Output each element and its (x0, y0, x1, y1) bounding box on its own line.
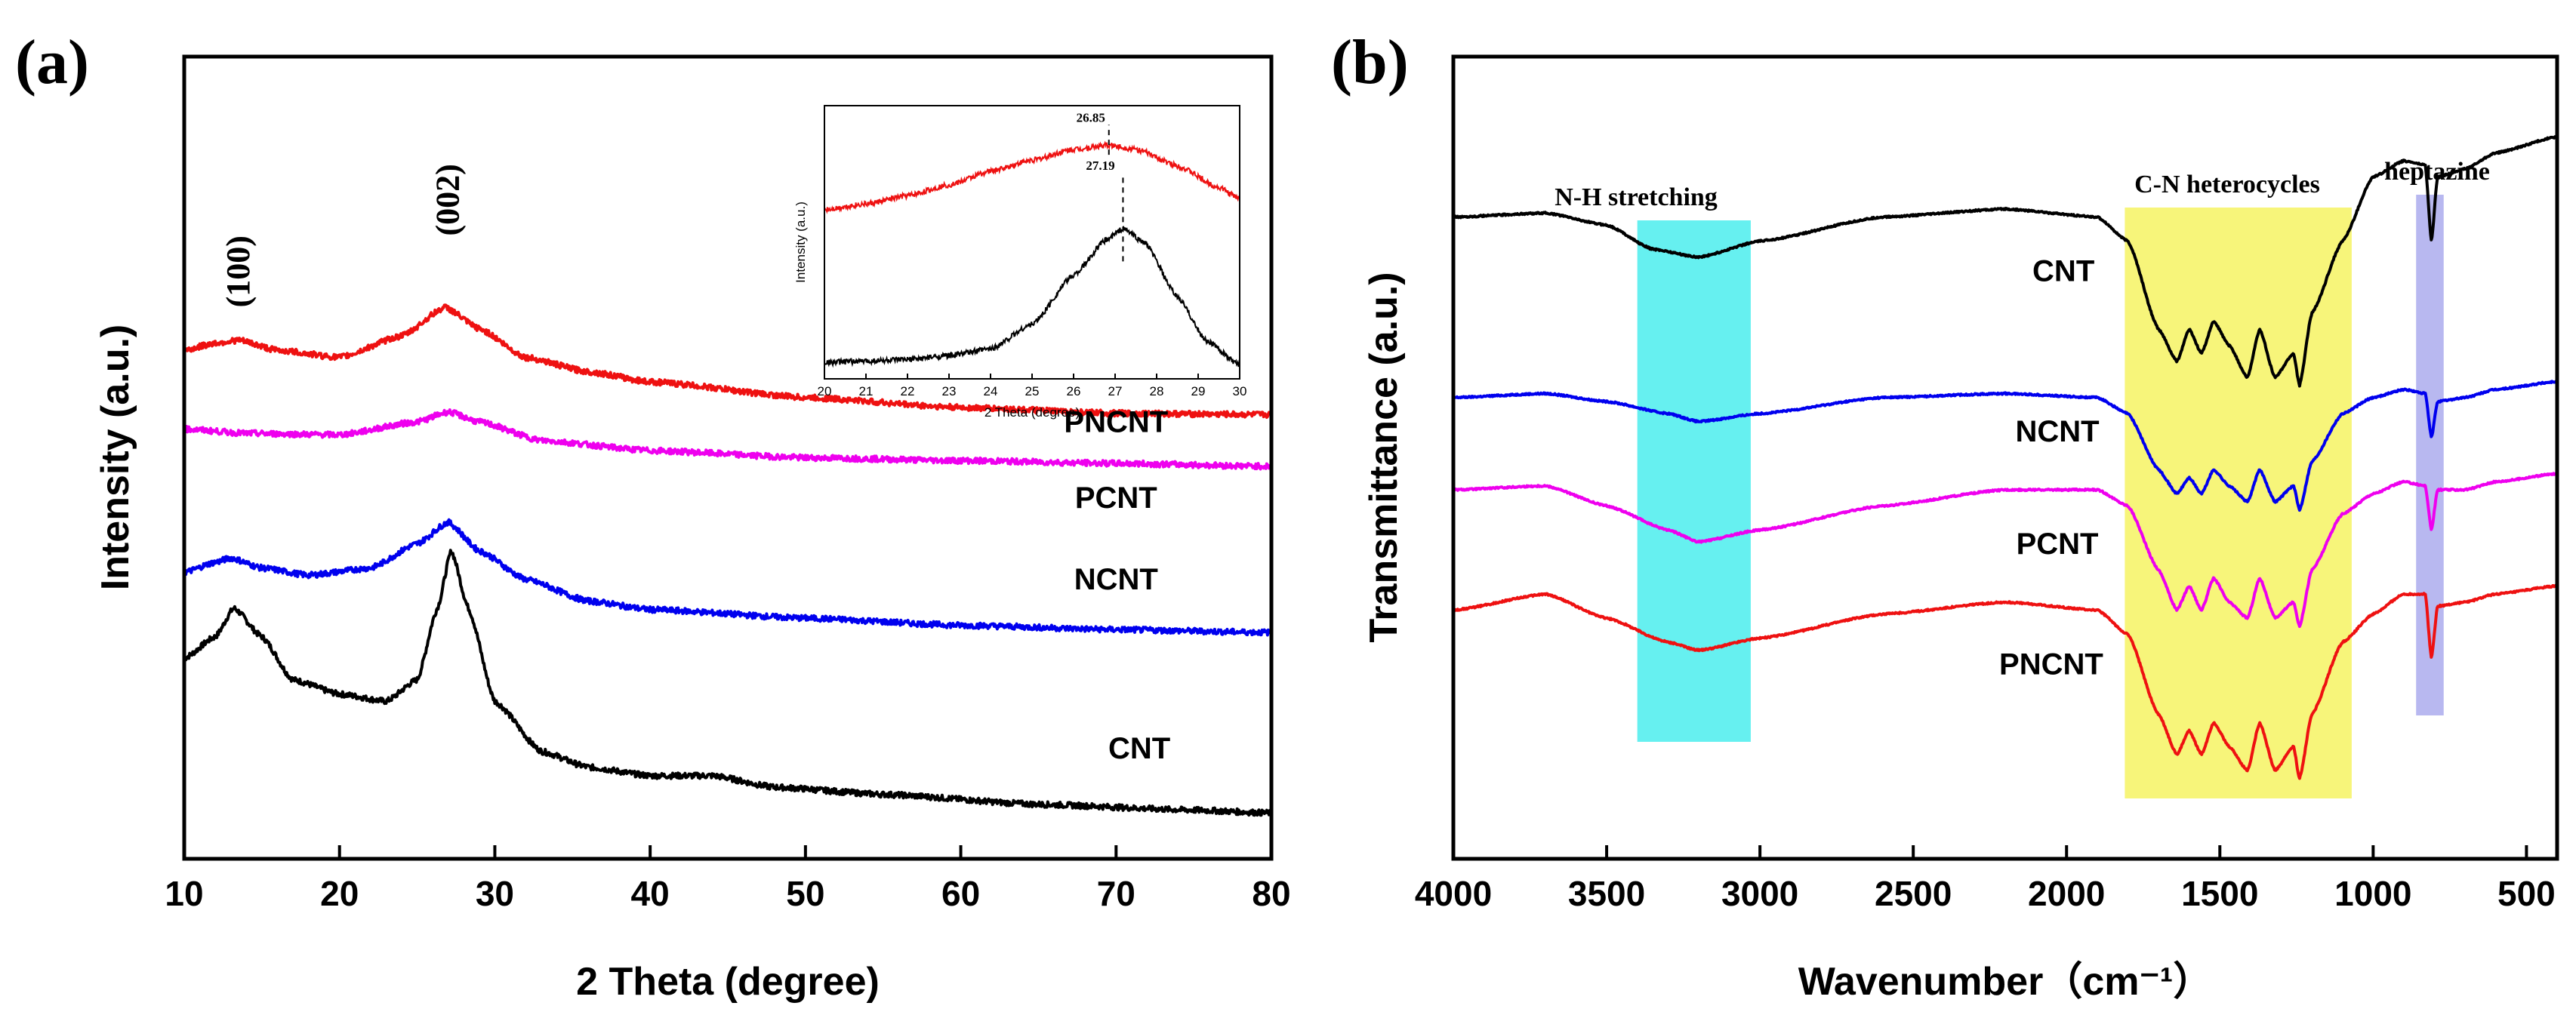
panel-a-label: (a) (15, 27, 89, 97)
panel-a-peak-annotation: (002) (430, 164, 467, 235)
panel-a-x-ticks: 10 20 30 40 50 60 70 80 (165, 845, 1291, 913)
panel-b-series-labels: CNT NCNT PCNT PNCNT (1999, 255, 2103, 681)
inset-x-tick-label: 27 (1108, 384, 1123, 398)
inset-peak-annotation: 26.85 (1077, 111, 1105, 125)
inset-x-tick-label: 23 (942, 384, 957, 398)
panel-a-series-label: PNCNT (1064, 405, 1168, 438)
panel-b-plot-frame (1451, 54, 2559, 861)
panel-a-x-tick-label: 50 (786, 874, 824, 913)
panel-a-x-tick-label: 60 (941, 874, 980, 913)
inset-x-tick-label: 24 (984, 384, 998, 398)
panel-b-series-label: PNCNT (1999, 648, 2103, 681)
inset-peak-annotation: 27.19 (1086, 158, 1114, 173)
panel-b-band-label: C-N heterocycles (2134, 171, 2320, 198)
panel-b-x-tick-label: 3500 (1568, 874, 1645, 913)
panel-a-plot-frame (182, 54, 1274, 861)
panel-a-inset: 20 21 22 23 24 25 26 27 28 29 30 26.85 27.19 2 Thet… (793, 105, 1247, 420)
panel-a-peak-annotation: (100) (220, 235, 257, 307)
inset-x-tick-label: 22 (901, 384, 915, 398)
inset-x-ticks: 20 21 22 23 24 25 26 27 28 29 30 (818, 374, 1247, 398)
inset-x-axis-title: 2 Theta (degree) (984, 405, 1080, 420)
panel-a-x-tick-label: 20 (320, 874, 359, 913)
panel-b-x-tick-label: 4000 (1415, 874, 1492, 913)
panel-b-series-label: PCNT (2017, 528, 2099, 561)
inset-x-tick-label: 28 (1150, 384, 1164, 398)
panel-a-y-axis-title: Intensity (a.u.) (94, 325, 137, 590)
inset-plot-frame (824, 105, 1240, 380)
panel-a-series-label: NCNT (1074, 563, 1158, 596)
inset-series-red (824, 140, 1240, 214)
panel-b-x-tick-label: 500 (2497, 874, 2556, 913)
panel-a-series-group (183, 303, 1273, 817)
panel-b-x-tick-label: 2000 (2028, 874, 2105, 913)
inset-x-tick-label: 26 (1067, 384, 1081, 398)
inset-series-group (824, 140, 1240, 368)
panel-b-series-cnt (1452, 134, 2558, 388)
panel-b-x-tick-label: 2500 (1875, 874, 1952, 913)
panel-a: (a) 10 20 30 40 50 60 70 80 (100) (002) PNCNT PCN… (15, 27, 1291, 1004)
inset-x-tick-label: 30 (1233, 384, 1247, 398)
inset-x-tick-label: 20 (818, 384, 832, 398)
panel-b-series-group (1452, 134, 2559, 780)
panel-b-y-axis-title: Transmittance (a.u.) (1362, 272, 1406, 642)
panel-b-x-ticks: 4000 3500 3000 2500 2000 1500 1000 500 (1415, 845, 2556, 913)
panel-b-bands: N-H stretching C-N heterocycles heptazine (1555, 158, 2490, 798)
inset-peak-annotations: 26.85 27.19 (1077, 111, 1124, 262)
panel-b-series-ncnt (1452, 379, 2559, 512)
panel-a-series-label: PCNT (1075, 481, 1157, 515)
panel-a-series-labels: PNCNT PCNT NCNT CNT (1064, 405, 1170, 765)
panel-a-series-ncnt (183, 518, 1273, 637)
panel-b-label: (b) (1331, 27, 1409, 97)
panel-a-x-axis-title: 2 Theta (degree) (576, 960, 880, 1004)
inset-x-tick-label: 21 (859, 384, 874, 398)
inset-series-black (824, 226, 1240, 368)
inset-x-tick-label: 25 (1025, 384, 1040, 398)
panel-b-x-tick-label: 1500 (2181, 874, 2258, 913)
panel-b-x-tick-label: 3000 (1721, 874, 1798, 913)
panel-b-series-label: NCNT (2015, 415, 2099, 448)
panel-b-x-axis-title: Wavenumber（cm⁻¹） (1798, 960, 2213, 1004)
panel-a-x-tick-label: 40 (631, 874, 670, 913)
panel-a-x-tick-label: 80 (1252, 874, 1290, 913)
panel-b-band-0 (1637, 220, 1751, 742)
panel-a-peak-annotations: (100) (002) (220, 164, 467, 307)
inset-y-axis-title: Intensity (a.u.) (793, 201, 808, 283)
panel-b-x-tick-label: 1000 (2334, 874, 2411, 913)
panel-b-band-1 (2125, 208, 2352, 798)
panel-a-series-pcnt (183, 303, 1272, 419)
panel-a-x-tick-label: 70 (1097, 874, 1135, 913)
panel-a-x-tick-label: 10 (165, 874, 203, 913)
panel-a-series-label: CNT (1108, 732, 1170, 765)
panel-b-series-pncnt (1452, 583, 2559, 780)
inset-x-tick-label: 29 (1191, 384, 1206, 398)
panel-a-x-tick-label: 30 (476, 874, 514, 913)
panel-a-series-cnt (183, 549, 1273, 817)
panel-b: (b) N-H stretching C-N heterocycles heptaz… (1331, 27, 2559, 1004)
panel-b-series-pcnt (1452, 471, 2559, 629)
panel-a-series-pncnt (183, 408, 1273, 471)
panel-b-band-label: N-H stretching (1555, 183, 1718, 211)
panel-b-series-label: CNT (2032, 255, 2094, 288)
